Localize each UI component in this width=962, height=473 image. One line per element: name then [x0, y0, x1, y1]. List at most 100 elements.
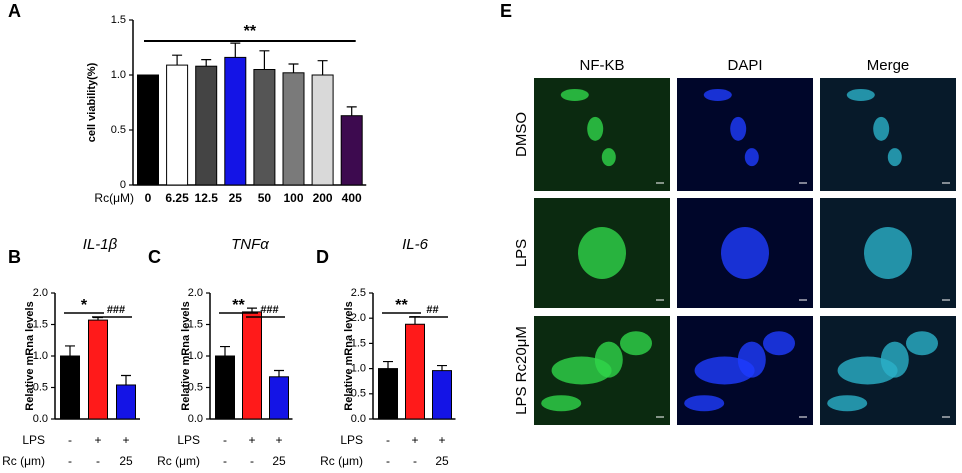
y-tick-label: 1.0 — [351, 363, 366, 375]
y-axis-label: Relative mRna levels — [343, 301, 355, 410]
condition-label: Rc (μm) — [157, 454, 200, 468]
significance: ** — [244, 23, 257, 40]
condition-label: Rc (μm) — [2, 454, 45, 468]
condition-value: 25 — [435, 454, 449, 468]
condition-label: LPS — [340, 433, 363, 447]
significance: ## — [426, 304, 438, 316]
chart-title: IL-6 — [402, 236, 429, 253]
error-bar — [247, 307, 257, 312]
cell — [827, 395, 868, 412]
cell — [620, 331, 652, 356]
y-tick-label: 0.0 — [351, 413, 366, 425]
column-label: Merge — [867, 57, 910, 74]
significance: ### — [107, 304, 125, 316]
cell — [594, 341, 623, 378]
y-axis-label: Relative mRna levels — [24, 301, 36, 410]
condition-value: - — [68, 433, 72, 447]
cell — [560, 88, 589, 101]
condition-value: - — [223, 454, 227, 468]
error-bar — [121, 374, 131, 385]
y-tick-label: 0.0 — [188, 413, 203, 425]
y-axis-label: cell viability(%) — [86, 62, 98, 142]
micrograph — [820, 316, 956, 425]
y-tick-label: 0 — [120, 179, 126, 191]
y-tick-label: 1.5 — [188, 318, 203, 330]
bar — [282, 72, 305, 186]
error-bar — [274, 369, 284, 377]
micrograph — [677, 316, 813, 425]
error-bar — [317, 60, 328, 75]
cell — [763, 331, 795, 356]
condition-label: LPS — [22, 433, 45, 447]
bar — [137, 74, 159, 186]
bar — [269, 376, 289, 420]
x-tick-label: 6.25 — [165, 191, 189, 205]
row-label: DMSO — [513, 112, 530, 157]
condition-value: + — [94, 433, 101, 447]
y-tick-label: 1.5 — [33, 318, 48, 330]
bar — [88, 319, 108, 420]
x-tick-label: 200 — [313, 191, 333, 205]
condition-label: LPS — [177, 433, 200, 447]
error-bar — [383, 360, 393, 369]
panel-letter: D — [316, 247, 329, 267]
cell — [864, 227, 912, 279]
error-bar — [201, 59, 212, 67]
bar — [405, 323, 425, 420]
chart-title: TNFα — [231, 236, 269, 253]
error-bar — [259, 50, 270, 70]
bar — [242, 311, 262, 420]
panel-letter: E — [500, 1, 512, 21]
y-tick-label: 1.0 — [111, 69, 126, 81]
condition-value: + — [122, 433, 129, 447]
x-tick-label: 0 — [145, 191, 152, 205]
micrograph — [820, 198, 956, 308]
cell — [721, 227, 769, 279]
bar — [215, 355, 235, 420]
micrograph — [534, 198, 670, 308]
bar — [195, 65, 218, 186]
panel-letter: B — [8, 247, 21, 267]
cell — [703, 88, 732, 101]
bar — [224, 56, 247, 186]
y-tick-label: 2.0 — [351, 312, 366, 324]
cell — [906, 331, 938, 356]
bar — [378, 368, 398, 420]
cell — [873, 116, 890, 141]
bar — [116, 384, 136, 420]
condition-value: - — [386, 433, 390, 447]
bar — [253, 69, 276, 186]
condition-value: 25 — [119, 454, 133, 468]
x-tick-label: 25 — [229, 191, 243, 205]
condition-value: - — [413, 454, 417, 468]
y-tick-label: 2.0 — [188, 287, 203, 299]
cell — [737, 341, 766, 378]
y-tick-label: 0.5 — [188, 381, 203, 393]
y-tick-label: 2.5 — [351, 287, 366, 299]
bar — [311, 74, 334, 186]
cell — [744, 148, 759, 167]
micrograph — [534, 316, 670, 425]
condition-label: Rc (μm) — [320, 454, 363, 468]
cell — [587, 116, 604, 141]
error-bar — [65, 345, 75, 356]
column-label: NF-KB — [580, 57, 625, 74]
condition-value: + — [411, 433, 418, 447]
bar — [60, 355, 80, 420]
error-bar — [437, 364, 447, 371]
row-label: LPS Rc20μM — [513, 326, 530, 415]
significance: ** — [395, 297, 408, 314]
chart-title: IL-1β — [83, 236, 118, 253]
row-label: LPS — [513, 239, 530, 267]
y-tick-label: 1.5 — [111, 14, 126, 26]
y-tick-label: 1.0 — [33, 350, 48, 362]
error-bar — [220, 345, 230, 356]
condition-value: 25 — [272, 454, 286, 468]
condition-value: - — [223, 433, 227, 447]
bar — [340, 115, 363, 186]
panel-letter: C — [148, 247, 161, 267]
error-bar — [172, 54, 183, 66]
condition-value: + — [275, 433, 282, 447]
cell — [601, 148, 616, 167]
y-tick-label: 0.5 — [33, 381, 48, 393]
